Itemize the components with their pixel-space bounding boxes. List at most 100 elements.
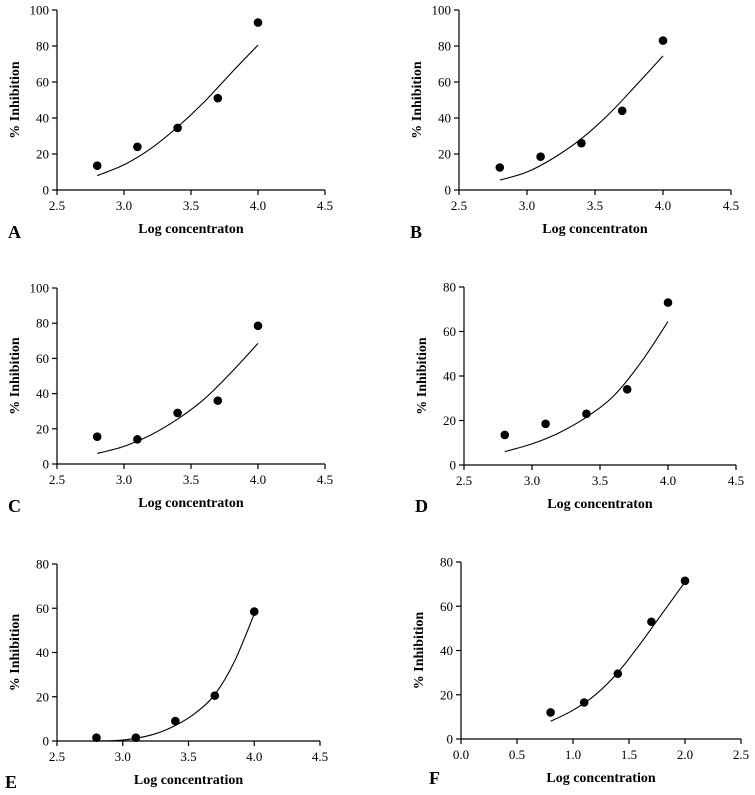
chart-panel-f: 0 20 40 60 80 0.0 0.5 1.0 1.5 2.0 2.5 Log concentra… <box>412 555 749 789</box>
y-tick-label: 100 <box>30 281 50 296</box>
y-tick-label: 40 <box>443 369 456 384</box>
x-tick-label: 1.0 <box>565 747 581 762</box>
data-point <box>92 733 101 742</box>
data-point <box>541 419 550 429</box>
data-point <box>582 409 591 419</box>
data-point <box>647 617 656 627</box>
panel-label: F <box>429 768 440 788</box>
data-point <box>133 142 142 152</box>
data-point <box>546 708 555 717</box>
data-point <box>253 18 263 27</box>
y-tick-label: 100 <box>432 3 452 18</box>
data-point <box>249 607 259 616</box>
y-tick-label: 40 <box>36 111 49 126</box>
y-tick-label: 80 <box>36 39 49 54</box>
x-tick-label: 3.5 <box>183 472 199 487</box>
data-point <box>658 36 668 45</box>
y-tick-label: 80 <box>438 39 451 54</box>
x-tick-label: 2.5 <box>49 472 65 487</box>
x-tick-label: 3.0 <box>524 473 540 488</box>
panel-label: A <box>8 222 21 242</box>
y-axis-label: % Inhibition <box>415 337 430 415</box>
x-tick-label: 3.0 <box>116 198 132 213</box>
data-point <box>92 432 102 442</box>
y-tick-label: 20 <box>36 147 49 162</box>
chart-panel-a: 0 20 40 60 80 100 2.5 3.0 3.5 4.0 4.5 Log concentra… <box>8 3 333 243</box>
data-point <box>613 669 623 679</box>
data-point <box>536 152 545 161</box>
data-point <box>133 435 142 444</box>
x-tick-label: 4.5 <box>317 198 333 213</box>
data-point <box>579 698 589 707</box>
data-point <box>92 161 102 170</box>
data-point <box>253 321 263 331</box>
y-axis-label: % Inhibition <box>410 61 425 139</box>
x-tick-label: 4.0 <box>660 473 676 488</box>
fit-curve <box>96 613 255 742</box>
y-tick-label: 0 <box>43 457 50 472</box>
y-tick-label: 60 <box>36 601 49 616</box>
x-tick-label: 3.5 <box>180 749 196 764</box>
data-point <box>495 163 505 172</box>
x-tick-label: 3.5 <box>592 473 608 488</box>
x-tick-label: 0.5 <box>509 747 525 762</box>
y-tick-label: 80 <box>443 280 456 295</box>
data-point <box>213 93 223 103</box>
fit-curve <box>96 44 259 177</box>
x-tick-label: 4.0 <box>246 749 262 764</box>
data-point <box>577 138 586 148</box>
y-tick-label: 80 <box>440 555 453 570</box>
x-tick-label: 4.0 <box>250 198 266 213</box>
data-point <box>131 733 141 742</box>
x-tick-label: 4.5 <box>728 473 744 488</box>
x-axis-label: Log concentraton <box>547 497 653 512</box>
x-tick-label: 4.0 <box>655 198 671 213</box>
y-tick-label: 20 <box>36 421 49 436</box>
y-tick-label: 40 <box>36 386 49 401</box>
x-tick-label: 3.0 <box>519 198 535 213</box>
data-point <box>173 408 182 418</box>
x-tick-label: 3.5 <box>587 198 603 213</box>
x-tick-label: 3.0 <box>115 749 131 764</box>
data-point <box>663 298 673 307</box>
x-tick-label: 3.0 <box>116 472 132 487</box>
y-tick-label: 40 <box>438 111 451 126</box>
data-point <box>680 576 690 586</box>
y-axis-label: % Inhibition <box>8 337 23 415</box>
chart-panel-e: 0 20 40 60 80 2.5 3.0 3.5 4.0 4.5 Log concentratio… <box>5 557 328 793</box>
y-tick-label: 0 <box>447 732 454 747</box>
x-tick-label: 4.0 <box>250 472 266 487</box>
y-tick-label: 60 <box>36 351 49 366</box>
x-tick-label: 2.0 <box>677 747 693 762</box>
panel-label: E <box>5 772 17 792</box>
y-tick-label: 40 <box>36 645 49 660</box>
x-tick-label: 2.5 <box>49 198 65 213</box>
fit-curve <box>499 55 664 181</box>
x-tick-label: 4.5 <box>317 472 333 487</box>
y-tick-label: 60 <box>36 75 49 90</box>
x-tick-label: 2.5 <box>49 749 65 764</box>
x-tick-label: 2.5 <box>456 473 472 488</box>
data-point <box>622 385 632 394</box>
y-tick-label: 20 <box>36 689 49 704</box>
y-tick-label: 0 <box>43 183 50 198</box>
x-tick-label: 2.5 <box>451 198 467 213</box>
y-axis-label: % Inhibition <box>8 61 23 139</box>
y-tick-label: 20 <box>443 413 456 428</box>
y-tick-label: 60 <box>440 599 453 614</box>
panel-label: D <box>415 496 428 516</box>
x-axis-label: Log concentration <box>134 773 243 788</box>
x-tick-label: 0.0 <box>453 747 469 762</box>
x-tick-label: 3.5 <box>183 198 199 213</box>
y-tick-label: 60 <box>438 75 451 90</box>
y-tick-label: 80 <box>36 557 49 572</box>
y-tick-label: 0 <box>43 734 50 749</box>
data-point <box>500 430 510 440</box>
x-axis-label: Log concentraton <box>542 222 648 237</box>
panel-label: C <box>8 496 21 516</box>
data-point <box>617 106 627 116</box>
y-tick-label: 80 <box>36 316 49 331</box>
y-tick-label: 0 <box>450 458 457 473</box>
y-tick-label: 0 <box>445 183 452 198</box>
